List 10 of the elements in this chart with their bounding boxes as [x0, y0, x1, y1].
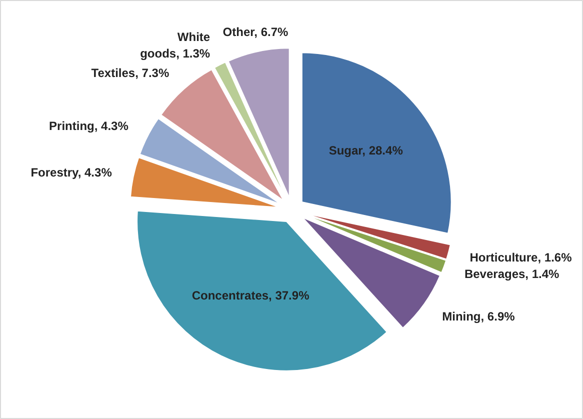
slice-label: Sugar, 28.4%	[328, 143, 404, 158]
slice-label: Concentrates, 37.9%	[192, 288, 310, 302]
slice-label: Horticulture, 1.6%	[470, 250, 572, 265]
slice-label: Other, 6.7%	[222, 24, 289, 39]
slice-label: Forestry, 4.3%	[30, 165, 112, 180]
slice-label: Textiles, 7.3%	[91, 66, 170, 80]
slice-label: Beverages, 1.4%	[464, 267, 560, 282]
slice-label: Mining, 6.9%	[442, 309, 516, 324]
slice-label: Printing, 4.3%	[49, 118, 129, 133]
slice-label: White goods, 1.3%	[140, 30, 210, 61]
